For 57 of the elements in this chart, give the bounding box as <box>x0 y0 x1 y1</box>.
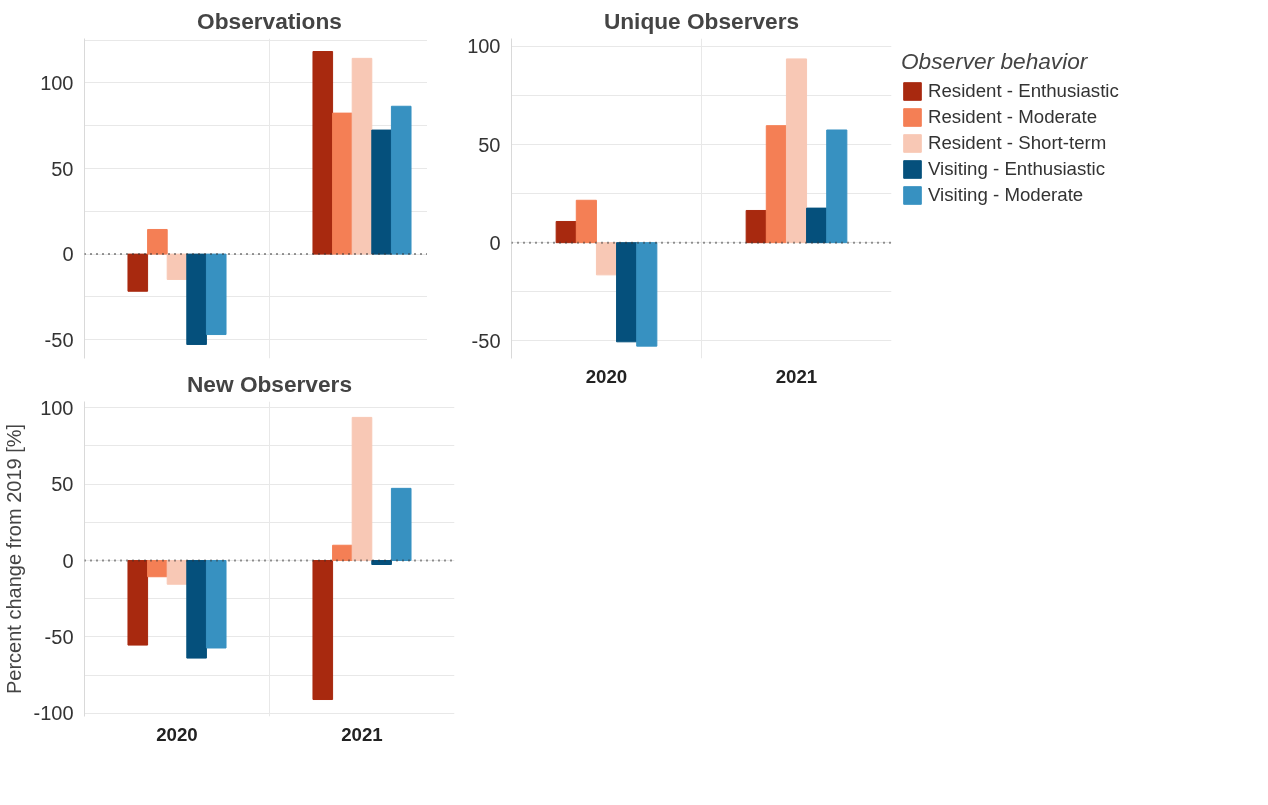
bar <box>351 57 373 255</box>
bar <box>616 242 638 343</box>
bar <box>745 209 767 244</box>
y-tick-label: -50 <box>44 328 74 351</box>
bar <box>312 560 334 701</box>
bar <box>186 253 207 345</box>
y-tick-label: 50 <box>478 133 501 156</box>
bar <box>312 51 334 255</box>
bar <box>332 112 353 255</box>
x-tick-label: 2021 <box>775 365 818 387</box>
y-tick-label: 100 <box>40 71 74 94</box>
y-tick-label: 50 <box>51 473 74 496</box>
bar <box>147 560 168 578</box>
y-tick-label: -50 <box>44 625 74 648</box>
y-tick-label: -100 <box>33 702 74 725</box>
bar <box>636 242 658 347</box>
bar <box>351 416 373 562</box>
bar <box>371 560 392 565</box>
bar <box>205 560 227 649</box>
legend-label: Resident - Moderate <box>928 106 1098 128</box>
chart-title: Unique Observers <box>603 7 800 34</box>
y-axis-title: Percent change from 2019 [%] <box>3 423 26 695</box>
bar <box>186 560 207 659</box>
x-tick-label: 2020 <box>585 365 628 387</box>
y-tick-label: 50 <box>51 157 74 180</box>
legend-label: Visiting - Enthusiastic <box>928 158 1105 180</box>
bar <box>166 253 188 280</box>
legend-label: Visiting - Moderate <box>928 184 1084 206</box>
bar <box>555 220 577 244</box>
x-tick-label: 2020 <box>156 723 198 745</box>
bar <box>785 58 808 244</box>
x-tick-label: 2021 <box>341 723 383 745</box>
chart-title: New Observers <box>187 370 352 397</box>
bar <box>371 129 392 255</box>
bar <box>127 560 149 646</box>
legend-label: Resident - Enthusiastic <box>928 80 1119 102</box>
y-tick-label: -50 <box>471 329 501 352</box>
legend-label: Resident - Short-term <box>928 132 1107 154</box>
y-tick-label: 100 <box>40 396 74 419</box>
y-tick-label: 0 <box>62 243 74 266</box>
y-tick-label: 0 <box>62 549 74 572</box>
bar <box>127 253 149 292</box>
bar <box>806 207 828 244</box>
chart-title: Observations <box>197 7 342 34</box>
bar <box>390 487 412 562</box>
bar <box>575 199 597 244</box>
bar <box>332 544 353 562</box>
y-tick-label: 0 <box>489 231 501 254</box>
bar <box>205 253 227 336</box>
bar <box>147 228 168 255</box>
bar <box>390 105 412 255</box>
bar <box>595 242 618 276</box>
legend-title: Observer behavior <box>901 48 1089 75</box>
bar <box>166 560 188 585</box>
bar <box>826 129 848 244</box>
y-tick-label: 100 <box>467 35 501 58</box>
bar <box>765 125 787 244</box>
